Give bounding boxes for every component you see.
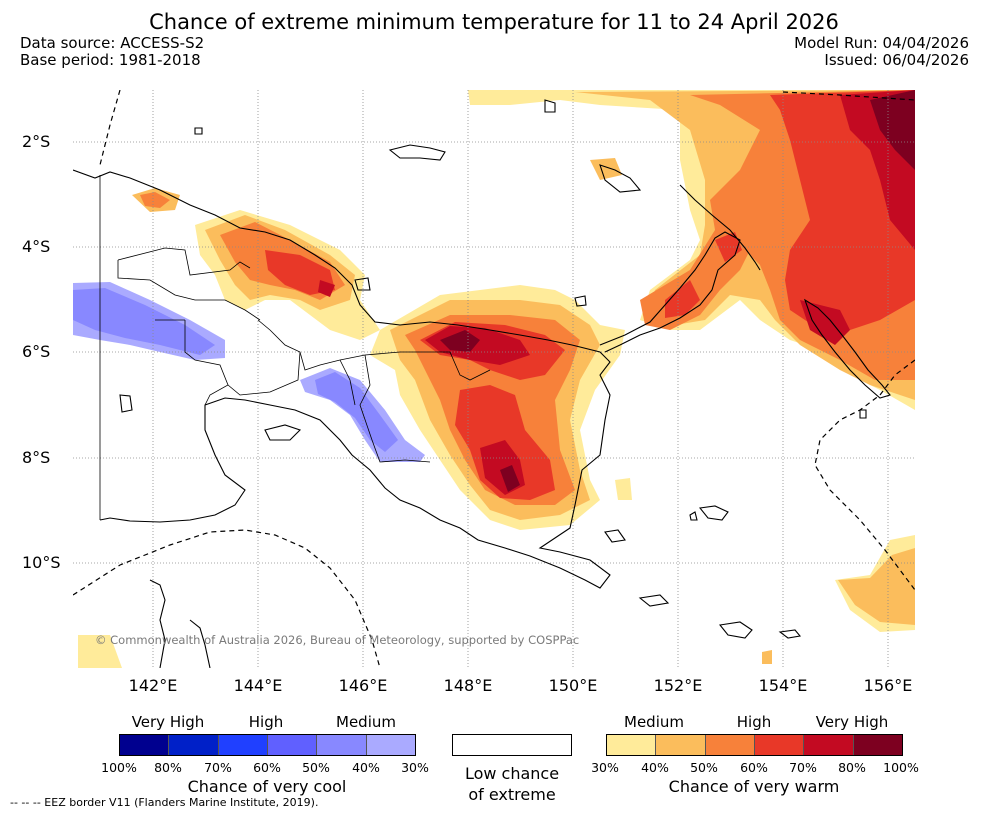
eez-border xyxy=(73,90,915,668)
model-run: Model Run: 04/04/2026 xyxy=(794,34,969,52)
low-chance-line2: of extreme xyxy=(468,785,556,804)
warm-colorbar xyxy=(606,734,903,756)
lat-label: 4°S xyxy=(22,237,51,256)
lon-label: 150°E xyxy=(548,676,598,695)
cool-anomaly xyxy=(73,282,425,462)
lon-label: 156°E xyxy=(863,676,913,695)
lat-label: 6°S xyxy=(22,342,51,361)
cool-color-swatch xyxy=(218,735,268,755)
lon-label: 152°E xyxy=(653,676,703,695)
lon-label: 148°E xyxy=(443,676,493,695)
low-chance-line1: Low chance xyxy=(464,764,560,783)
lon-label: 146°E xyxy=(338,676,388,695)
warm-category-label: High xyxy=(736,713,772,731)
cool-color-swatch xyxy=(317,735,367,755)
data-source: Data source: ACCESS-S2 xyxy=(20,34,205,52)
lat-label: 2°S xyxy=(22,132,51,151)
admin-borders xyxy=(99,175,491,520)
warm-anomaly-east xyxy=(468,90,915,410)
warm-color-swatch xyxy=(853,735,902,755)
lon-label: 154°E xyxy=(758,676,808,695)
cool-tick: 40% xyxy=(352,760,380,775)
map-title: Chance of extreme minimum temperature fo… xyxy=(149,10,839,34)
cool-tick: 100% xyxy=(101,760,137,775)
warm-tick: 50% xyxy=(690,760,718,775)
cool-tick: 60% xyxy=(253,760,281,775)
cool-color-swatch xyxy=(169,735,219,755)
copyright-notice: © Commonwealth of Australia 2026, Bureau… xyxy=(95,633,580,647)
cool-tick: 80% xyxy=(154,760,182,775)
cool-tick: 30% xyxy=(401,760,429,775)
cool-color-swatch xyxy=(366,735,415,755)
lon-label: 144°E xyxy=(233,676,283,695)
cool-tick: 50% xyxy=(302,760,330,775)
cool-category-label: High xyxy=(248,713,284,731)
cool-category-label: Medium xyxy=(336,713,396,731)
eez-note: -- -- -- EEZ border V11 (Flanders Marine… xyxy=(10,796,319,809)
cool-color-swatch xyxy=(267,735,318,755)
graticule xyxy=(73,90,915,668)
cool-category-label: Very High xyxy=(131,713,205,731)
warm-category-label: Medium xyxy=(624,713,684,731)
warm-anomaly-west xyxy=(132,188,380,340)
warm-color-swatch xyxy=(656,735,706,755)
warm-color-swatch xyxy=(705,735,755,755)
warm-color-swatch xyxy=(754,735,805,755)
cool-tick: 70% xyxy=(204,760,232,775)
lat-label: 10°S xyxy=(22,553,61,572)
warm-tick: 80% xyxy=(838,760,866,775)
lon-label: 142°E xyxy=(128,676,178,695)
meta-left: Data source: ACCESS-S2 Base period: 1981… xyxy=(20,35,204,69)
warm-tick: 30% xyxy=(591,760,619,775)
warm-tick: 60% xyxy=(740,760,768,775)
warm-tick: 40% xyxy=(641,760,669,775)
low-chance-swatch xyxy=(452,734,572,756)
warm-category-label: Very High xyxy=(815,713,889,731)
warm-anomaly-southeast xyxy=(78,478,915,668)
warm-color-swatch xyxy=(607,735,657,755)
warm-color-swatch xyxy=(804,735,854,755)
meta-right: Model Run: 04/04/2026 Issued: 06/04/2026 xyxy=(794,35,969,69)
cool-color-swatch xyxy=(120,735,170,755)
issued-date: Issued: 06/04/2026 xyxy=(824,51,969,69)
cool-legend-title: Chance of very cool xyxy=(187,777,347,796)
lat-label: 8°S xyxy=(22,448,51,467)
cool-colorbar xyxy=(119,734,416,756)
warm-tick: 100% xyxy=(883,760,919,775)
warm-tick: 70% xyxy=(789,760,817,775)
low-chance-label: Low chance of extreme xyxy=(452,763,572,805)
warm-legend-title: Chance of very warm xyxy=(668,777,840,796)
warm-anomaly-central xyxy=(370,285,625,530)
base-period: Base period: 1981-2018 xyxy=(20,51,201,69)
